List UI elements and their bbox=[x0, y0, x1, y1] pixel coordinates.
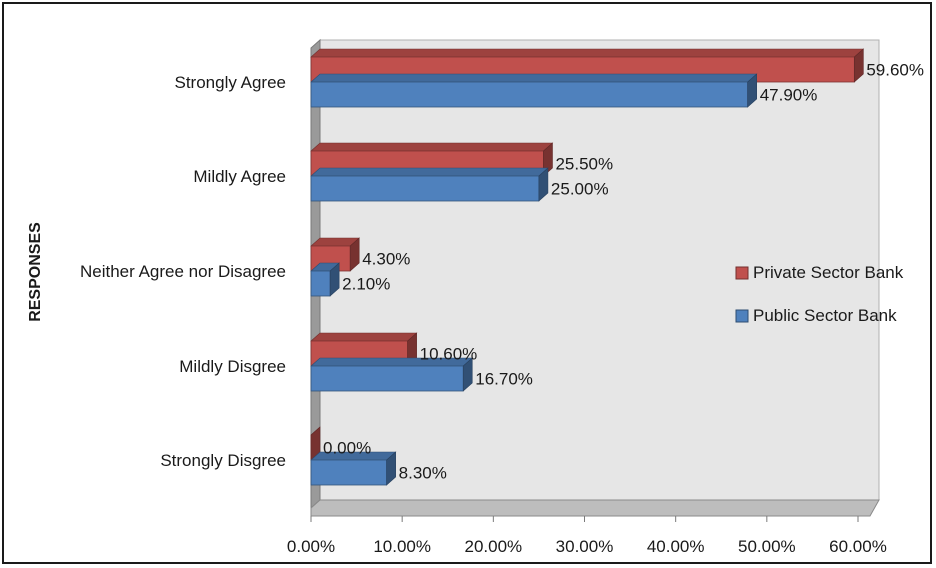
bar-group bbox=[310, 357, 474, 392]
bar-group bbox=[310, 426, 321, 461]
legend-item-label: Public Sector Bank bbox=[753, 306, 897, 325]
chart-bars bbox=[310, 48, 865, 486]
category-label: Strongly Agree bbox=[174, 73, 286, 92]
x-tick-label: 0.00% bbox=[287, 537, 335, 556]
data-label: 16.70% bbox=[475, 370, 533, 389]
x-tick-label: 60.00% bbox=[829, 537, 887, 556]
y-axis-title: RESPONSES bbox=[27, 222, 44, 322]
bar-end-face bbox=[329, 262, 340, 297]
legend-swatch bbox=[735, 309, 749, 323]
x-tick-label: 10.00% bbox=[373, 537, 431, 556]
x-tick-label: 20.00% bbox=[464, 537, 522, 556]
bar-end-face bbox=[747, 73, 757, 108]
bar-top-face bbox=[310, 332, 418, 342]
x-tick-label: 40.00% bbox=[647, 537, 705, 556]
bar-end-face bbox=[462, 357, 473, 392]
data-labels: 59.60% 47.90% 25.50% 25.00% 4.30% 2.10% 10.60%… bbox=[323, 61, 924, 483]
x-axis-ticks: 0.00% 10.00% 20.00% 30.00% 40.00% 50.00% 60.00… bbox=[287, 516, 887, 556]
floor bbox=[310, 499, 880, 517]
bar-end-face bbox=[854, 48, 864, 83]
category-label: Strongly Disgree bbox=[160, 451, 286, 470]
bar bbox=[310, 81, 749, 108]
bar bbox=[310, 365, 464, 392]
bar-group bbox=[310, 48, 865, 83]
data-label: 8.30% bbox=[399, 464, 447, 483]
bar bbox=[310, 270, 331, 297]
legend-swatch bbox=[735, 266, 749, 280]
bar-group bbox=[310, 262, 340, 297]
bar-top-face bbox=[310, 142, 554, 152]
x-tick-label: 30.00% bbox=[556, 537, 614, 556]
bar-end-face bbox=[386, 451, 396, 486]
category-label: Neither Agree nor Disagree bbox=[80, 262, 286, 281]
bar-end-face bbox=[349, 237, 360, 272]
bar-top-face bbox=[310, 73, 758, 83]
data-label: 25.50% bbox=[555, 155, 613, 174]
bar bbox=[310, 459, 388, 486]
category-label: Mildly Disgree bbox=[179, 357, 286, 376]
bar-top-face bbox=[310, 48, 865, 58]
data-label: 59.60% bbox=[866, 61, 924, 80]
data-label: 0.00% bbox=[323, 439, 371, 458]
bar bbox=[310, 175, 540, 202]
bar-end-face bbox=[538, 167, 549, 202]
legend: Private Sector Bank Public Sector Bank bbox=[735, 263, 904, 325]
y-axis-categories: Strongly Agree Mildly Agree Neither Agree … bbox=[80, 73, 286, 470]
bar-top-face bbox=[310, 167, 549, 177]
bar-group bbox=[310, 73, 758, 108]
category-label: Mildly Agree bbox=[193, 167, 286, 186]
x-tick-label: 50.00% bbox=[738, 537, 796, 556]
data-label: 47.90% bbox=[760, 86, 818, 105]
data-label: 10.60% bbox=[420, 345, 478, 364]
legend-item-label: Private Sector Bank bbox=[753, 263, 904, 282]
bar-group bbox=[310, 451, 397, 486]
bar-group bbox=[310, 167, 549, 202]
data-label: 2.10% bbox=[342, 275, 390, 294]
data-label: 25.00% bbox=[551, 180, 609, 199]
data-label: 4.30% bbox=[362, 250, 410, 269]
